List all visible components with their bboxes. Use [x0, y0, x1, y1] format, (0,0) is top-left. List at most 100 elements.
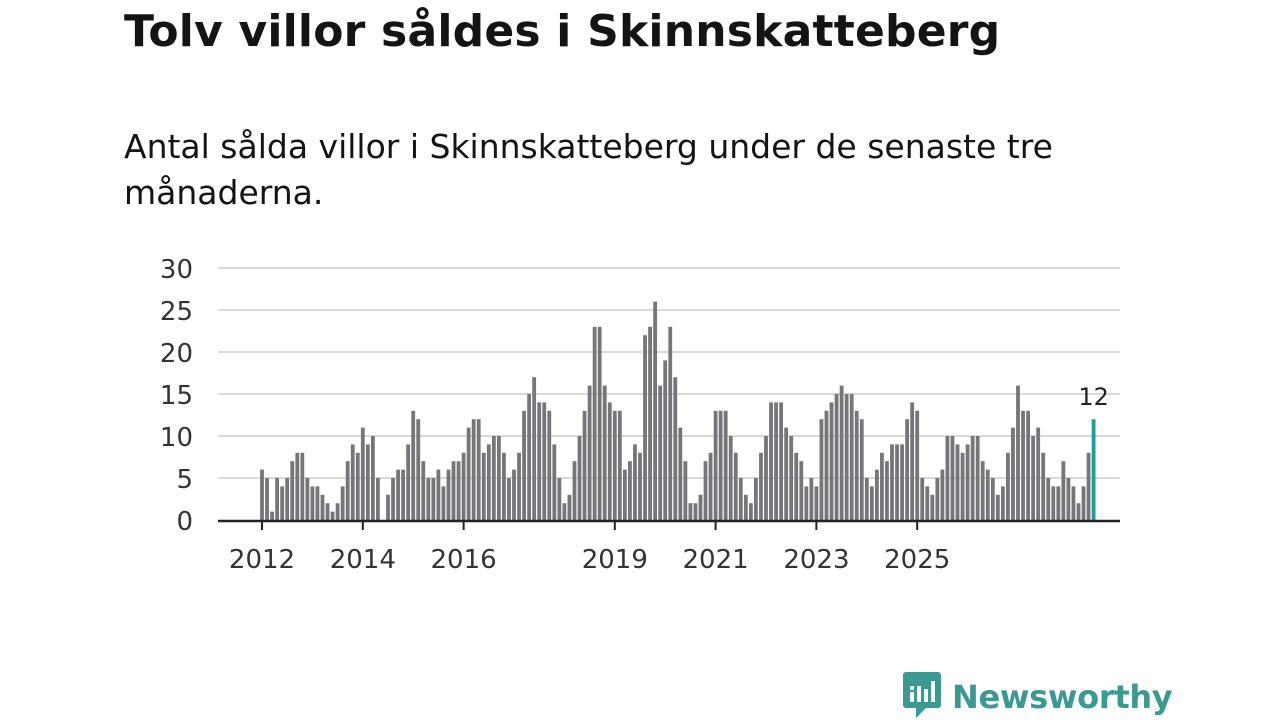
bar	[1061, 461, 1066, 520]
bar	[527, 394, 532, 520]
bar	[335, 503, 340, 520]
bar	[1016, 385, 1020, 520]
bar	[915, 410, 920, 520]
y-tick-label: 5	[176, 465, 193, 495]
bar	[345, 461, 350, 520]
bar	[476, 419, 481, 520]
bar	[391, 478, 395, 520]
bar	[360, 427, 365, 520]
bar	[491, 436, 496, 520]
bar	[552, 444, 557, 520]
bar	[350, 444, 355, 520]
bar	[995, 494, 1000, 520]
bar	[320, 494, 325, 520]
bar	[305, 478, 310, 520]
bar	[844, 394, 849, 520]
bar	[406, 444, 411, 520]
bar	[285, 478, 290, 520]
bar	[885, 461, 889, 520]
bar	[532, 377, 537, 520]
bar	[789, 436, 794, 520]
bar	[315, 486, 320, 520]
y-tick-label: 20	[160, 339, 193, 369]
x-tick-label: 2012	[229, 545, 295, 575]
bar	[370, 436, 375, 520]
bar	[431, 478, 436, 520]
bar	[683, 461, 688, 520]
bar	[794, 452, 799, 520]
bar	[567, 494, 572, 520]
bar	[401, 469, 406, 520]
bar	[572, 461, 577, 520]
bars	[260, 301, 1096, 520]
bar	[703, 461, 708, 520]
y-axis-ticks: 0 5 10 15 20 25 30	[160, 255, 193, 537]
bar	[648, 326, 652, 520]
chart-title: Tolv villor såldes i Skinnskatteberg	[124, 6, 1001, 57]
bar	[481, 452, 486, 520]
bar	[446, 469, 451, 520]
bar	[854, 410, 859, 520]
bar	[265, 478, 269, 520]
bar	[940, 469, 945, 520]
bar	[733, 452, 738, 520]
bar	[622, 469, 627, 520]
bar	[466, 427, 471, 520]
bar	[653, 301, 658, 520]
bar	[290, 461, 295, 520]
bar	[643, 335, 647, 520]
bar	[355, 452, 360, 520]
bar	[779, 402, 784, 520]
bar	[275, 478, 280, 520]
bar	[300, 452, 305, 520]
bar	[723, 410, 728, 520]
bar	[1011, 427, 1015, 520]
bar	[698, 494, 703, 520]
bar	[562, 503, 567, 520]
bar	[577, 436, 582, 520]
bar	[547, 410, 552, 520]
bar	[310, 486, 315, 520]
x-tick-label: 2014	[330, 545, 396, 575]
bar	[910, 402, 915, 520]
bar	[864, 478, 869, 520]
x-tick-label: 2021	[683, 545, 749, 575]
bar	[512, 469, 516, 520]
bar	[728, 436, 733, 520]
bar	[365, 444, 370, 520]
bar	[602, 385, 607, 520]
bar	[376, 478, 380, 520]
bar	[668, 326, 673, 520]
bar	[325, 503, 330, 520]
bar	[340, 486, 345, 520]
bar	[663, 360, 668, 520]
bar	[1081, 486, 1086, 520]
bar	[804, 486, 809, 520]
bar	[582, 410, 587, 520]
bar	[930, 494, 935, 520]
bar	[774, 402, 778, 520]
bar	[416, 419, 421, 520]
bar	[456, 461, 461, 520]
bar	[814, 486, 819, 520]
bar	[617, 410, 622, 520]
data-labels: 12	[1078, 383, 1109, 411]
bar	[980, 461, 985, 520]
bar	[743, 494, 748, 520]
bar	[295, 452, 300, 520]
x-axis-ticks: 2012 2014 2016 2019 2021 2023 2025	[229, 521, 950, 575]
bar	[386, 494, 390, 520]
bar	[678, 427, 683, 520]
bar	[1036, 427, 1041, 520]
bar	[708, 452, 713, 520]
y-tick-label: 15	[160, 381, 193, 411]
bar	[824, 410, 829, 520]
bar	[658, 385, 663, 520]
highlight-data-label: 12	[1078, 383, 1109, 411]
bar	[517, 452, 521, 520]
bar	[688, 503, 693, 520]
bar	[260, 469, 264, 520]
bar	[451, 461, 456, 520]
bar	[537, 402, 542, 520]
